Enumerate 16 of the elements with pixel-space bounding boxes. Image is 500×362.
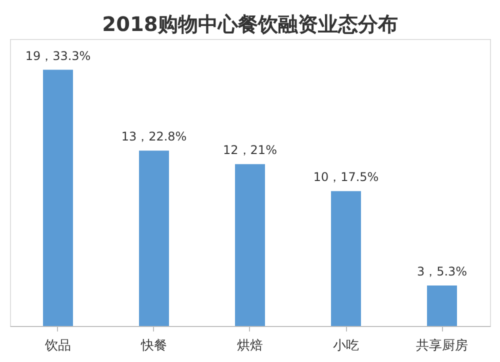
bar	[331, 191, 361, 326]
data-label: 10，17.5%	[313, 170, 379, 184]
x-tick-label: 共享厨房	[416, 338, 468, 354]
data-label: 19，33.3%	[25, 48, 91, 63]
x-tick-label: 快餐	[140, 338, 167, 354]
bar	[427, 286, 457, 326]
chart-title: 2018购物中心餐饮融资业态分布	[102, 12, 398, 36]
data-label: 12，21%	[223, 143, 277, 158]
data-label: 3，5.3%	[416, 264, 468, 279]
x-tick-label: 小吃	[333, 338, 359, 354]
x-tick-label: 饮品	[44, 338, 71, 354]
bar	[139, 150, 169, 326]
bar	[43, 70, 73, 326]
bar	[235, 164, 265, 326]
x-tick-label: 烘焙	[237, 338, 263, 354]
data-label: 13，22.8%	[121, 130, 187, 144]
